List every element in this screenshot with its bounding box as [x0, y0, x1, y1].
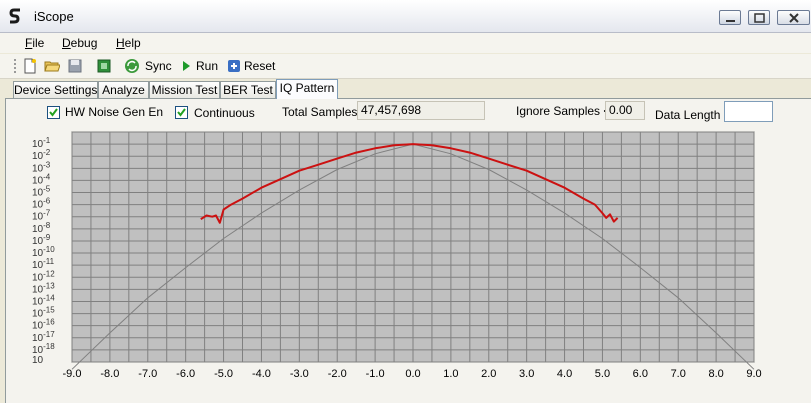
minimize-button[interactable] [719, 10, 741, 25]
checkmark-icon [49, 108, 58, 117]
close-button[interactable] [777, 10, 810, 25]
x-tick-label: -1.0 [366, 368, 385, 380]
x-tick-label: 8.0 [708, 368, 723, 380]
x-tick-label: 7.0 [671, 368, 686, 380]
restore-button[interactable] [748, 10, 770, 25]
toolbar: Sync Run Reset [0, 54, 811, 79]
x-tick-label: -7.0 [138, 368, 157, 380]
data-length-label: Data Length [655, 108, 721, 122]
app-logo-icon [9, 8, 20, 24]
ignore-samples-label: Ignore Samples < [516, 104, 611, 118]
y-tick-label: 10-7 [32, 209, 51, 223]
measured-curve [200, 143, 619, 224]
y-tick-label: 10-14 [32, 293, 55, 307]
save-icon[interactable] [67, 58, 83, 74]
x-tick-label: -8.0 [100, 368, 119, 380]
x-tick-label: 3.0 [519, 368, 534, 380]
restore-icon [754, 13, 765, 23]
menu-file[interactable]: File [25, 36, 45, 50]
tab-device-settings[interactable]: Device Settings [13, 81, 98, 98]
x-tick-label: 5.0 [595, 368, 610, 380]
y-tick-label: 10-10 [32, 245, 55, 259]
total-samples-field: 47,457,698 [357, 101, 485, 120]
x-tick-label: -9.0 [63, 368, 82, 380]
y-tick-label: 10 [32, 355, 44, 366]
y-tick-label: 10-11 [32, 257, 55, 271]
hw-noise-label: HW Noise Gen En [65, 105, 164, 119]
y-tick-label: 10-18 [32, 342, 55, 356]
x-tick-label: 4.0 [557, 368, 572, 380]
total-samples-label: Total Samples [282, 105, 358, 119]
sync-icon[interactable] [124, 58, 140, 74]
tab-iq-pattern[interactable]: IQ Pattern [276, 79, 338, 99]
toolbar-grip [14, 59, 16, 73]
continuous-checkbox[interactable] [175, 106, 188, 119]
y-tick-label: 10-1 [32, 136, 51, 150]
y-tick-label: 10-4 [32, 172, 51, 186]
x-tick-label: -6.0 [176, 368, 195, 380]
y-tick-label: 10-17 [32, 330, 55, 344]
menu-bar: File Debug Help [0, 33, 811, 53]
x-tick-label: -5.0 [214, 368, 233, 380]
open-folder-icon[interactable] [44, 58, 60, 74]
title-bar: iScope [0, 0, 811, 33]
ignore-samples-field[interactable]: 0.00 [605, 101, 645, 120]
y-tick-label: 10-9 [32, 233, 51, 247]
tab-ber-test[interactable]: BER Test [220, 81, 276, 98]
minimize-icon [726, 20, 735, 22]
x-tick-label: -3.0 [290, 368, 309, 380]
sync-button[interactable]: Sync [145, 59, 172, 73]
hw-noise-checkbox[interactable] [47, 106, 60, 119]
y-tick-label: 10-8 [32, 221, 51, 235]
x-tick-label: -2.0 [328, 368, 347, 380]
x-tick-label: 9.0 [746, 368, 761, 380]
reset-icon[interactable] [226, 58, 242, 74]
x-tick-label: 0.0 [405, 368, 420, 380]
y-tick-label: 10-3 [32, 160, 51, 174]
tab-mission-test[interactable]: Mission Test [149, 81, 220, 98]
export-icon[interactable] [96, 58, 112, 74]
run-button[interactable]: Run [196, 59, 219, 73]
checkmark-icon [177, 108, 186, 117]
run-icon[interactable] [178, 58, 194, 74]
x-tick-label: 2.0 [481, 368, 496, 380]
reset-button[interactable]: Reset [244, 59, 276, 73]
y-tick-label: 10-12 [32, 269, 55, 283]
continuous-label: Continuous [194, 106, 255, 120]
window-title: iScope [34, 9, 74, 24]
data-length-field[interactable] [724, 101, 773, 122]
tab-strip: Device Settings Analyze Mission Test BER… [0, 79, 811, 99]
x-tick-label: -4.0 [252, 368, 271, 380]
menu-debug[interactable]: Debug [62, 36, 98, 50]
x-tick-label: 6.0 [633, 368, 648, 380]
close-icon [789, 13, 799, 23]
y-tick-label: 10-13 [32, 281, 55, 295]
y-tick-label: 10-15 [32, 306, 55, 320]
y-tick-label: 10-5 [32, 185, 51, 199]
x-tick-label: 1.0 [443, 368, 458, 380]
y-tick-label: 10-16 [32, 318, 55, 332]
new-file-icon[interactable] [22, 58, 38, 74]
menu-help[interactable]: Help [116, 36, 141, 50]
y-tick-label: 10-6 [32, 197, 51, 211]
y-tick-label: 10-2 [32, 148, 51, 162]
tab-analyze[interactable]: Analyze [98, 81, 149, 98]
